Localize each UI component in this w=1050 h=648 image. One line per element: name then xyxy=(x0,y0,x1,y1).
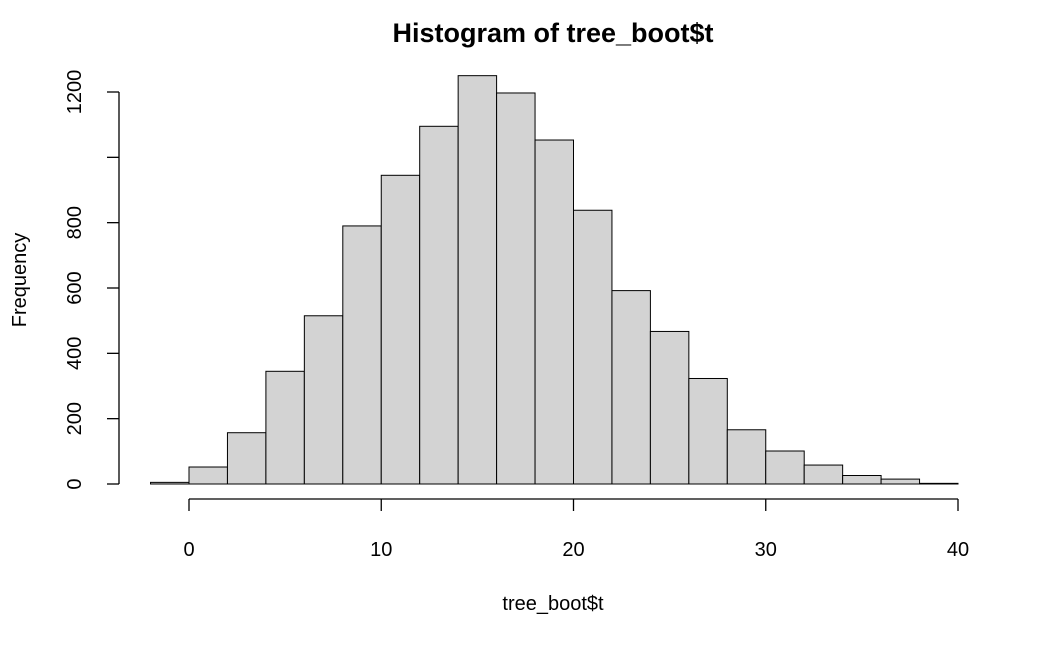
x-tick-label: 0 xyxy=(183,539,194,561)
histogram-bar xyxy=(573,209,613,485)
histogram-bars xyxy=(150,75,959,485)
x-tick-label: 20 xyxy=(562,539,584,561)
y-tick-label: 1200 xyxy=(64,70,86,115)
histogram-bar xyxy=(880,478,921,485)
x-tick-label: 10 xyxy=(370,539,392,561)
y-axis: 0 200 400 600 800 1200 xyxy=(64,70,120,490)
histogram-bar xyxy=(842,475,882,485)
y-tick-label: 400 xyxy=(64,337,86,370)
y-tick-label: 0 xyxy=(64,478,86,489)
x-axis: 0 10 20 30 40 xyxy=(183,498,969,561)
x-tick-label: 40 xyxy=(947,539,969,561)
chart-title: Histogram of tree_boot$t xyxy=(392,18,713,48)
histogram-bar xyxy=(188,466,228,485)
histogram-bar xyxy=(534,139,574,485)
histogram-bar xyxy=(265,370,305,485)
histogram-bar xyxy=(380,174,421,485)
histogram-bar xyxy=(611,290,651,485)
histogram-bar xyxy=(226,432,267,485)
histogram-bar xyxy=(342,225,382,485)
histogram-bar xyxy=(765,450,805,485)
x-tick-label: 30 xyxy=(755,539,777,561)
histogram-bar xyxy=(803,464,844,485)
histogram-bar xyxy=(649,330,690,485)
histogram-bar xyxy=(150,481,190,485)
y-tick-label: 600 xyxy=(64,271,86,304)
histogram-bar xyxy=(496,92,536,485)
y-axis-title: Frequency xyxy=(9,233,31,328)
histogram-bar xyxy=(457,75,498,485)
histogram-bar xyxy=(919,482,959,485)
histogram-bar xyxy=(688,377,728,485)
y-tick-label: 200 xyxy=(64,402,86,435)
histogram-bar xyxy=(726,429,767,485)
histogram-bar xyxy=(303,315,344,485)
histogram-bar xyxy=(419,125,459,485)
x-axis-title: tree_boot$t xyxy=(502,593,604,615)
y-tick-label: 800 xyxy=(64,206,86,239)
